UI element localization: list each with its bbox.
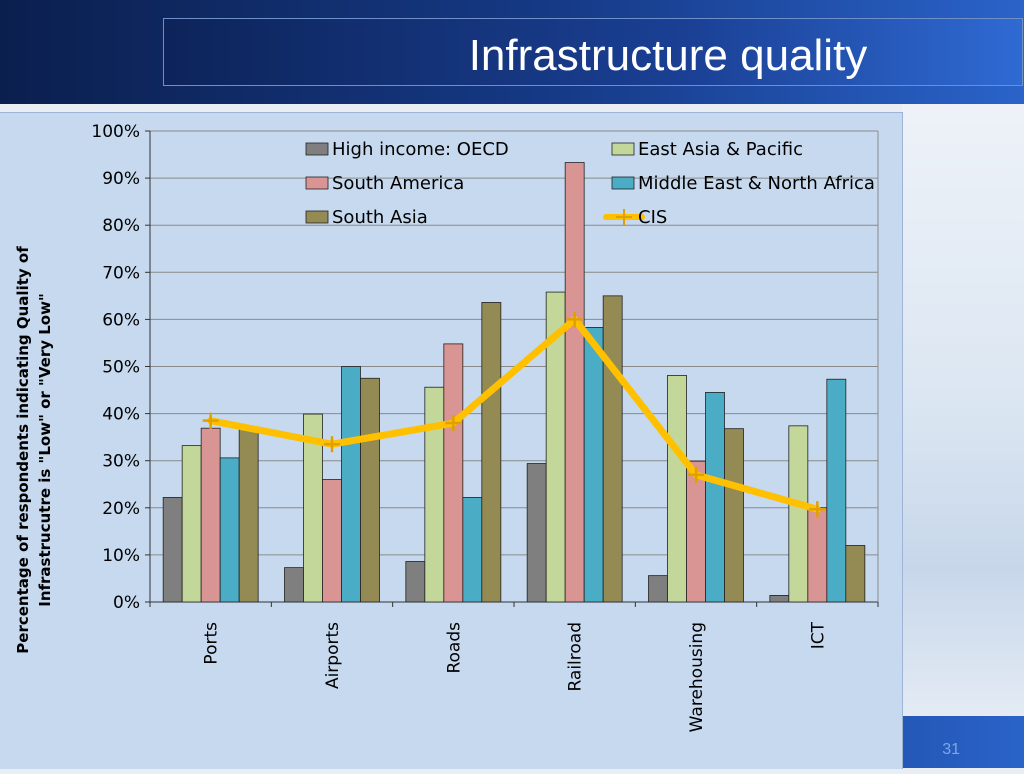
- y-tick-label: 50%: [102, 358, 140, 378]
- line-series: [207, 315, 821, 513]
- legend-label: Middle East & North Africa: [638, 173, 875, 194]
- bar: [322, 479, 342, 603]
- legend-swatch: [305, 210, 329, 224]
- bar: [284, 567, 304, 603]
- legend-label: East Asia & Pacific: [638, 139, 803, 160]
- bar: [443, 343, 464, 603]
- y-tick-label: 60%: [102, 310, 140, 330]
- chart-area: Percentage of respondents indicating Qua…: [0, 112, 903, 769]
- gridlines: [149, 130, 879, 603]
- y-axis-label-line-2: Infrastrucutre is "Low" or "Very Low": [36, 293, 54, 607]
- bar: [769, 595, 790, 603]
- bar: [341, 366, 361, 603]
- bar: [826, 378, 847, 603]
- legend-label: South Asia: [332, 207, 428, 228]
- bar: [405, 561, 426, 603]
- bars: [162, 162, 866, 603]
- legend-swatch: [611, 176, 635, 190]
- y-tick-label: 70%: [102, 263, 140, 283]
- legend-label: CIS: [638, 207, 667, 228]
- bar: [648, 575, 668, 603]
- y-tick-label: 80%: [102, 216, 140, 236]
- bar: [807, 507, 828, 603]
- cis-line: [202, 311, 826, 518]
- legend-label: High income: OECD: [332, 139, 509, 160]
- x-tick-label: ICT: [808, 621, 828, 649]
- x-tick-label: Airports: [323, 622, 343, 689]
- bar: [424, 386, 445, 603]
- y-tick-label: 90%: [102, 169, 140, 189]
- bar: [200, 427, 221, 603]
- legend: High income: OECD East Asia & Pacific Sout…: [305, 139, 875, 228]
- bar: [219, 457, 240, 603]
- y-tick-label: 40%: [102, 405, 140, 425]
- title-box: Infrastructure quality: [163, 18, 1023, 86]
- slide-title: Infrastructure quality: [468, 31, 868, 80]
- y-axis-ticks: 0% 10% 20% 30% 40% 50% 60% 70% 80% 90% 100%: [91, 122, 150, 613]
- bar: [181, 445, 202, 603]
- bar: [162, 497, 183, 603]
- bar: [462, 497, 483, 603]
- bar: [667, 375, 687, 603]
- bar: [788, 425, 809, 603]
- bar: [602, 295, 623, 603]
- bar: [705, 392, 725, 603]
- y-tick-label: 0%: [113, 593, 140, 613]
- page-number: 31: [942, 741, 960, 758]
- x-tick-label: Railroad: [566, 622, 586, 692]
- bar: [583, 327, 604, 603]
- legend-swatch: [305, 176, 329, 190]
- legend-label: South America: [332, 173, 464, 194]
- y-tick-label: 10%: [102, 546, 140, 566]
- legend-swatch: [305, 142, 329, 156]
- y-axis-label-line-1: Percentage of respondents indicating Qua…: [14, 246, 32, 654]
- y-tick-label: 20%: [102, 499, 140, 519]
- decorative-background: [902, 104, 1024, 768]
- bar-chart: Percentage of respondents indicating Qua…: [14, 122, 879, 732]
- y-tick-label: 100%: [91, 122, 140, 142]
- bar: [724, 428, 744, 603]
- bar: [481, 302, 502, 603]
- bar: [360, 377, 380, 603]
- bar: [238, 428, 259, 603]
- legend-swatch: [611, 142, 635, 156]
- x-tick-label: Roads: [444, 622, 464, 674]
- x-tick-label: Ports: [202, 622, 222, 665]
- y-axis-label: Percentage of respondents indicating Qua…: [14, 246, 54, 654]
- bar: [564, 162, 585, 603]
- y-tick-label: 30%: [102, 452, 140, 472]
- x-axis-ticks: Ports Airports Roads Railroad Warehousing ICT: [149, 602, 879, 732]
- bar: [526, 463, 547, 603]
- bar: [845, 545, 866, 603]
- x-tick-label: Warehousing: [687, 622, 707, 732]
